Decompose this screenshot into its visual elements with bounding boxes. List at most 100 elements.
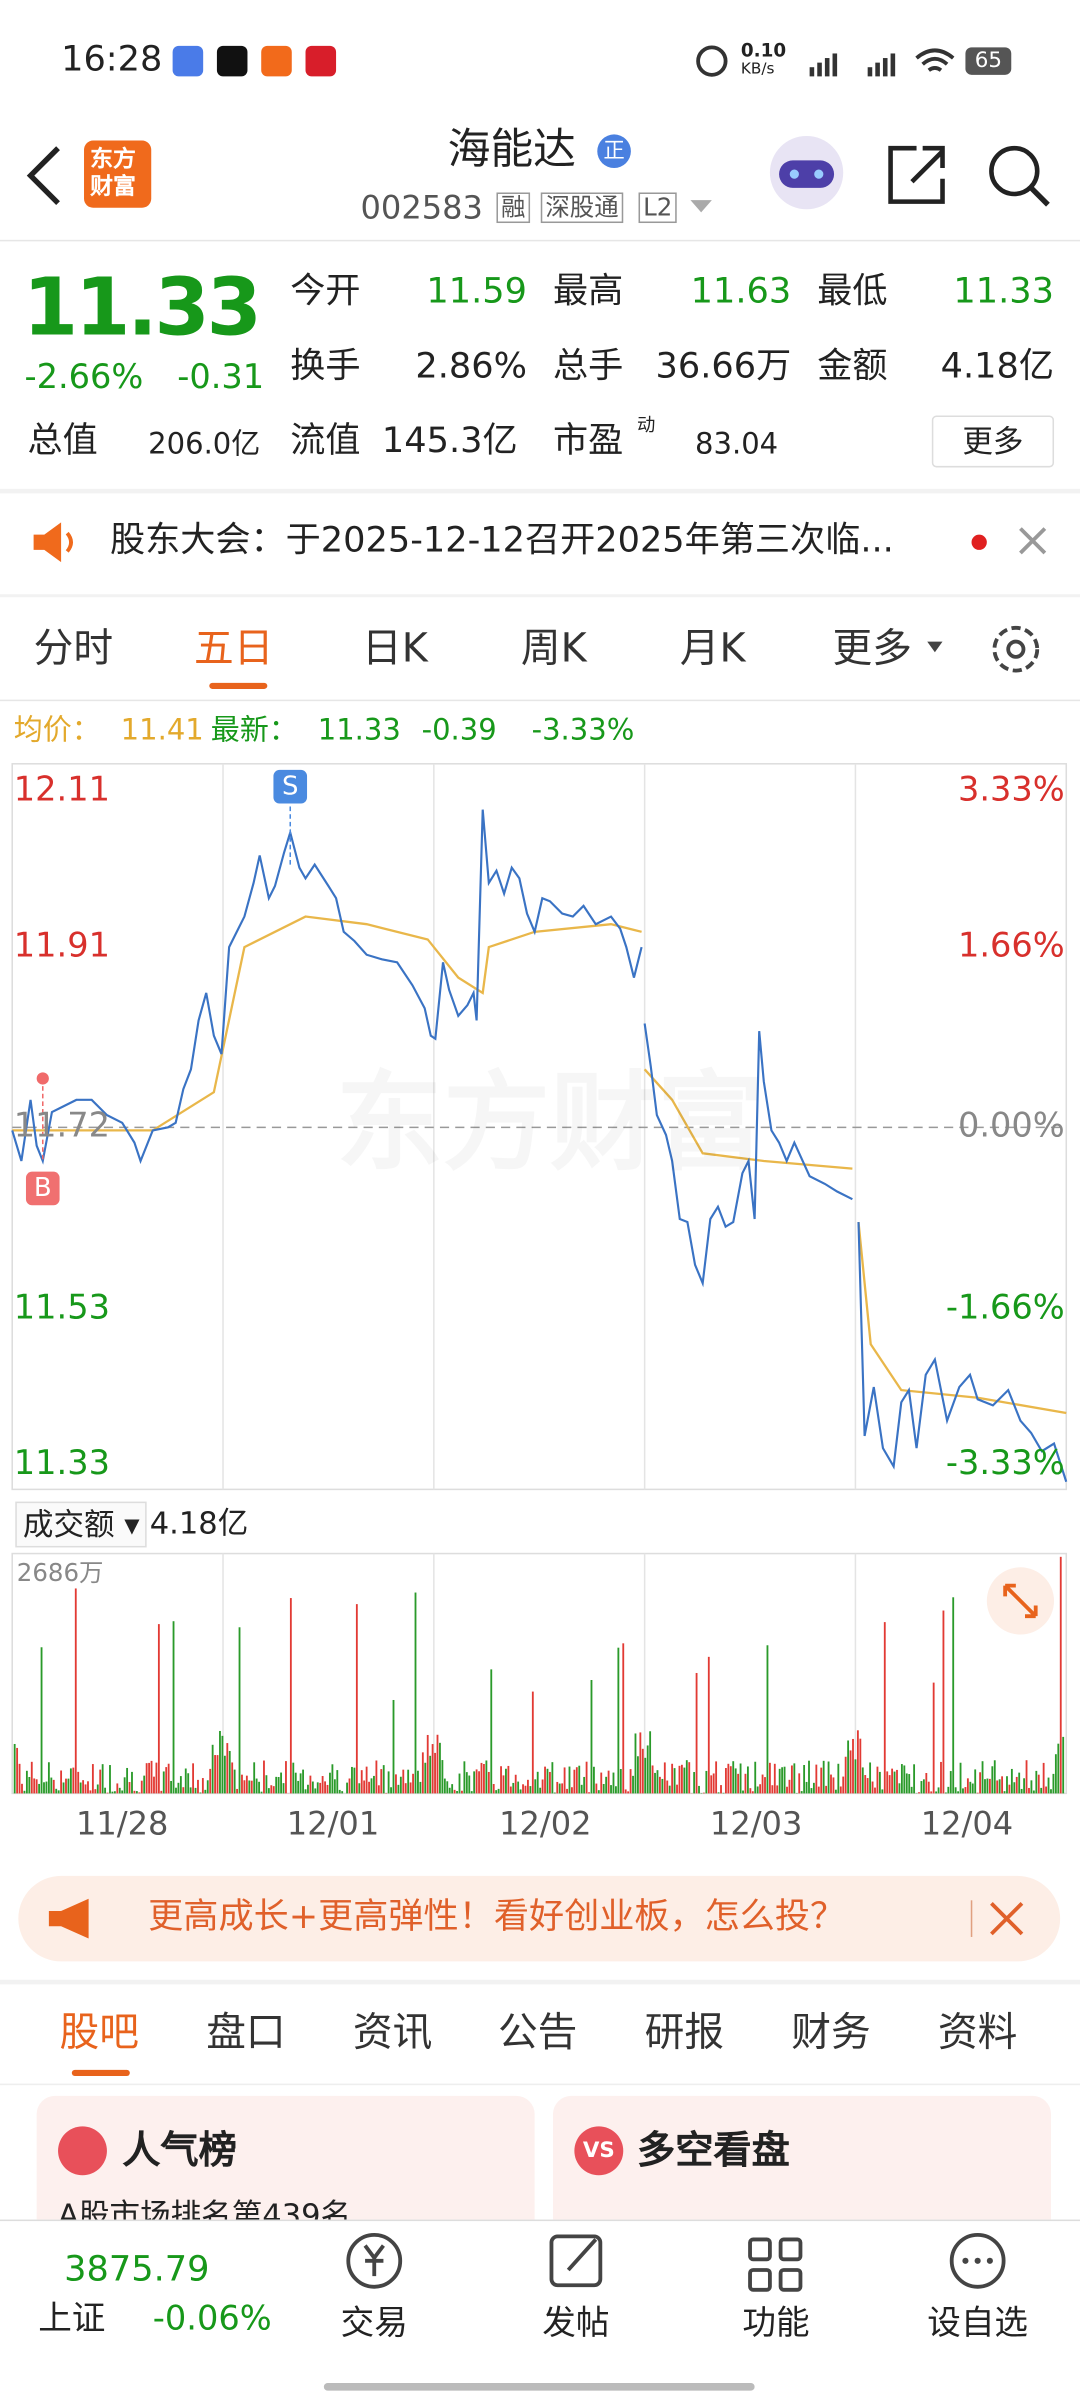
volume-bar	[1006, 1776, 1008, 1794]
volume-bar	[16, 1747, 19, 1794]
index-change[interactable]: -0.06%	[152, 2300, 272, 2339]
more-button[interactable]: 更多	[931, 415, 1055, 468]
index-name[interactable]: 上证	[38, 2300, 106, 2339]
volume-bar	[456, 1791, 458, 1794]
chart-tab[interactable]: 更多	[832, 626, 912, 673]
volume-bar	[248, 1780, 251, 1794]
left-axis-label: 11.91	[13, 927, 110, 966]
volume-bar	[155, 1762, 158, 1794]
ad-close[interactable]	[965, 1897, 1041, 1943]
tag: 融	[496, 192, 531, 224]
volume-bar	[678, 1765, 681, 1794]
volume-bar	[1047, 1777, 1050, 1794]
volume-bar	[221, 1735, 224, 1794]
volume-bar	[908, 1774, 911, 1794]
volume-bar	[922, 1779, 925, 1794]
nav-label[interactable]: 交易	[340, 2305, 408, 2344]
subtab[interactable]: 盘口	[206, 2010, 286, 2057]
nav-label[interactable]: 功能	[742, 2305, 810, 2344]
settings-icon[interactable]	[987, 619, 1048, 680]
home-indicator	[323, 2383, 755, 2391]
volume-bar	[590, 1680, 593, 1794]
volume-bar	[18, 1763, 21, 1794]
volume-bar	[827, 1761, 830, 1794]
notice-text[interactable]: 股东大会：于2025-12-12召开2025年第三次临...	[109, 520, 894, 561]
notice-close[interactable]	[965, 521, 1057, 567]
volume-bar	[751, 1791, 754, 1794]
volume-bar	[294, 1772, 297, 1794]
volume-bar	[25, 1770, 28, 1794]
volume-bar	[1050, 1789, 1052, 1794]
subtab[interactable]: 研报	[644, 2010, 725, 2057]
volume-selector[interactable]: 成交额 ▾	[15, 1501, 148, 1548]
volume-bar	[77, 1771, 80, 1794]
volume-bar	[920, 1781, 923, 1794]
volume-bar	[844, 1756, 847, 1794]
chart-tab[interactable]: 周K	[520, 626, 587, 673]
volume-bar	[712, 1773, 715, 1794]
volume-bar	[940, 1761, 942, 1794]
volume-bar	[363, 1780, 366, 1794]
volume-bar	[404, 1783, 407, 1794]
volume-bar	[470, 1791, 473, 1794]
volume-bar	[778, 1768, 781, 1794]
volume-bar	[275, 1776, 278, 1794]
subtab[interactable]: 财务	[791, 2010, 871, 2057]
volume-bar	[175, 1787, 177, 1794]
volume-bar	[746, 1766, 749, 1794]
volume-bar	[148, 1762, 151, 1794]
index-value[interactable]: 3875.79	[64, 2250, 210, 2290]
volume-bar	[761, 1774, 764, 1794]
chart-tab[interactable]: 分时	[33, 626, 114, 673]
volume-bar	[673, 1768, 676, 1794]
volume-bar	[527, 1779, 529, 1794]
volume-bar	[529, 1786, 532, 1794]
volume-bar	[285, 1761, 287, 1794]
volume-bar	[431, 1744, 434, 1794]
chart-tab[interactable]: 五日	[194, 626, 274, 673]
volume-bar	[1052, 1773, 1055, 1794]
volume-bar	[558, 1783, 561, 1794]
volume-bar	[641, 1748, 644, 1794]
latest-change: -0.39	[421, 713, 497, 747]
ad-banner[interactable]	[18, 1875, 1061, 1962]
chart-tab[interactable]: 日K	[362, 626, 428, 673]
volume-bar	[453, 1789, 456, 1794]
subtab[interactable]: 资讯	[352, 2010, 433, 2057]
volume-bar	[749, 1788, 752, 1794]
nav-label[interactable]: 发帖	[542, 2305, 610, 2344]
subtab[interactable]: 股吧	[59, 2010, 140, 2057]
volume-bar	[263, 1760, 265, 1794]
volume-bar	[140, 1780, 143, 1794]
volume-bar	[1030, 1780, 1033, 1794]
chart-tab[interactable]: 月K	[679, 626, 746, 673]
avg-label: 均价：	[13, 713, 101, 747]
volume-bar	[1035, 1770, 1038, 1794]
volume-bar	[424, 1762, 427, 1794]
subtab[interactable]: 公告	[497, 2010, 578, 2057]
volume-bar	[837, 1763, 840, 1794]
volume-bar	[74, 1588, 77, 1794]
volume-bar	[397, 1784, 400, 1794]
volume-bar	[563, 1767, 566, 1794]
ad-text[interactable]: 更高成长+更高弹性！看好创业板，怎么投？	[148, 1897, 846, 1937]
volume-bar	[160, 1790, 163, 1794]
volume-bar	[82, 1780, 85, 1794]
field-value: 2.86%	[415, 346, 528, 387]
volume-bar	[189, 1787, 192, 1794]
volume-bar	[270, 1785, 273, 1794]
volume-bar	[333, 1779, 336, 1794]
stock-code: 002583	[360, 189, 483, 227]
volume-bar	[610, 1785, 612, 1794]
volume-bar	[541, 1779, 544, 1794]
volume-bar	[522, 1784, 524, 1794]
subtab[interactable]: 资料	[937, 2010, 1018, 2057]
expand-icon[interactable]	[985, 1566, 1055, 1636]
volume-bar	[40, 1647, 43, 1794]
volume-bar	[984, 1779, 986, 1794]
volume-bar	[209, 1768, 212, 1794]
volume-bar	[199, 1792, 202, 1794]
volume-bar	[377, 1785, 380, 1794]
nav-label[interactable]: 设自选	[927, 2305, 1029, 2344]
volume-bar	[441, 1760, 444, 1794]
